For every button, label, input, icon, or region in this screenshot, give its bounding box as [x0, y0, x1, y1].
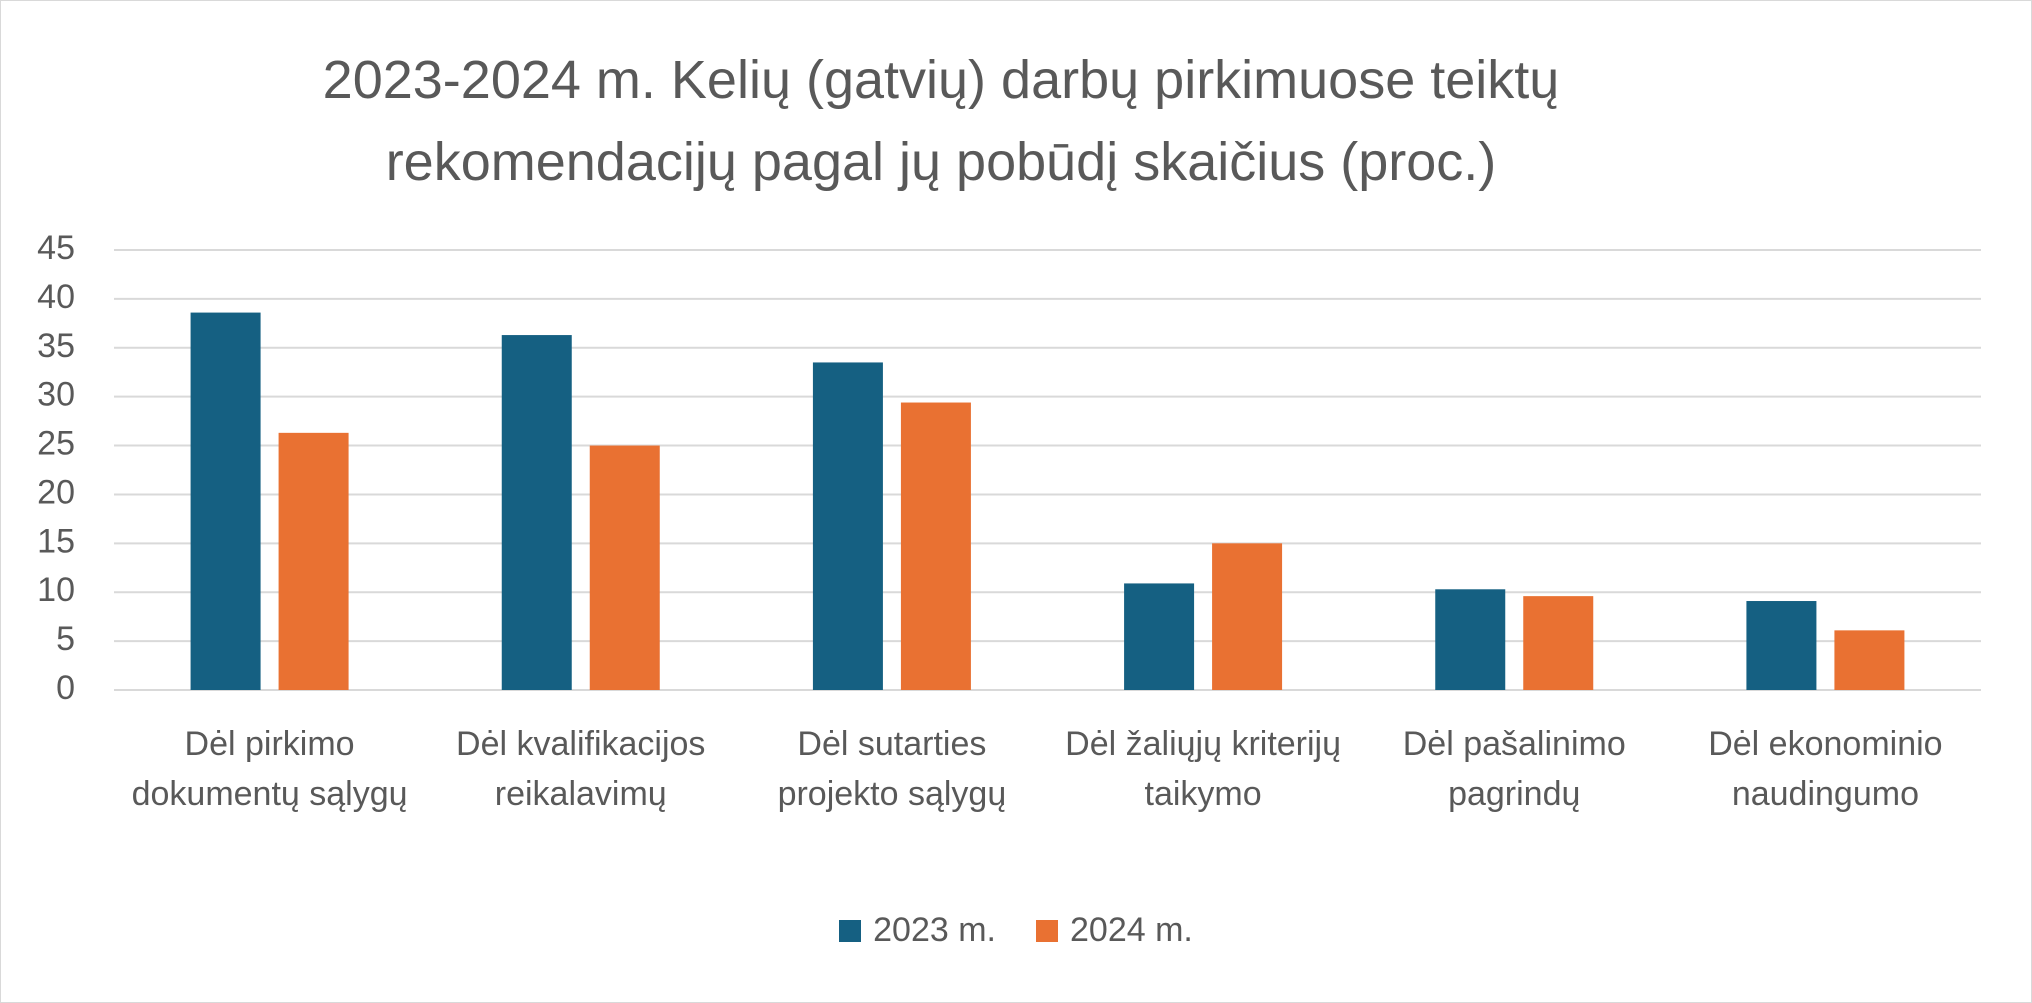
x-tick-label: Dėl pašalinimo pagrindų: [1402, 725, 1626, 813]
y-tick-label: 10: [37, 571, 75, 609]
legend-item: 2024 m.: [1036, 911, 1193, 950]
y-tick-label: 20: [37, 473, 75, 511]
bar: [1834, 630, 1905, 690]
y-tick-label: 5: [56, 620, 75, 658]
bar: [589, 445, 660, 690]
y-tick-label: 45: [37, 229, 75, 267]
legend-label: 2023 m.: [873, 911, 996, 949]
bar: [1746, 601, 1817, 690]
bar: [1435, 589, 1506, 690]
y-tick-label: 15: [37, 522, 75, 560]
y-tick-label: 30: [37, 376, 75, 414]
bar: [1212, 543, 1283, 690]
x-tick-label: Dėl kvalifikacijos reikalavimų: [456, 725, 706, 813]
legend: 2023 m. 2024 m.: [1, 911, 2031, 950]
x-tick-label: Dėl pirkimo dokumentų sąlygų: [131, 725, 408, 813]
bar: [501, 335, 572, 690]
bar: [278, 432, 349, 690]
y-tick-label: 0: [56, 669, 75, 707]
bar: [1523, 596, 1594, 690]
legend-swatch: [839, 919, 862, 942]
chart-title: 2023-2024 m. Kelių (gatvių) darbų pirkim…: [322, 50, 1560, 192]
x-tick-label: Dėl žaliųjų kriterijų taikymo: [1065, 725, 1342, 813]
y-tick-label: 35: [37, 327, 75, 365]
bar: [190, 312, 261, 690]
x-tick-label: Dėl ekonominio naudingumo: [1708, 725, 1943, 813]
legend-swatch: [1036, 919, 1058, 942]
legend-item: 2023 m.: [839, 911, 996, 950]
y-tick-label: 40: [37, 278, 75, 316]
x-tick-label: Dėl sutarties projekto sąlygų: [777, 725, 1007, 813]
bar: [1124, 583, 1195, 690]
bar: [812, 362, 883, 690]
bar: [900, 402, 971, 690]
legend-label: 2024 m.: [1070, 911, 1193, 949]
y-tick-label: 25: [37, 425, 75, 463]
